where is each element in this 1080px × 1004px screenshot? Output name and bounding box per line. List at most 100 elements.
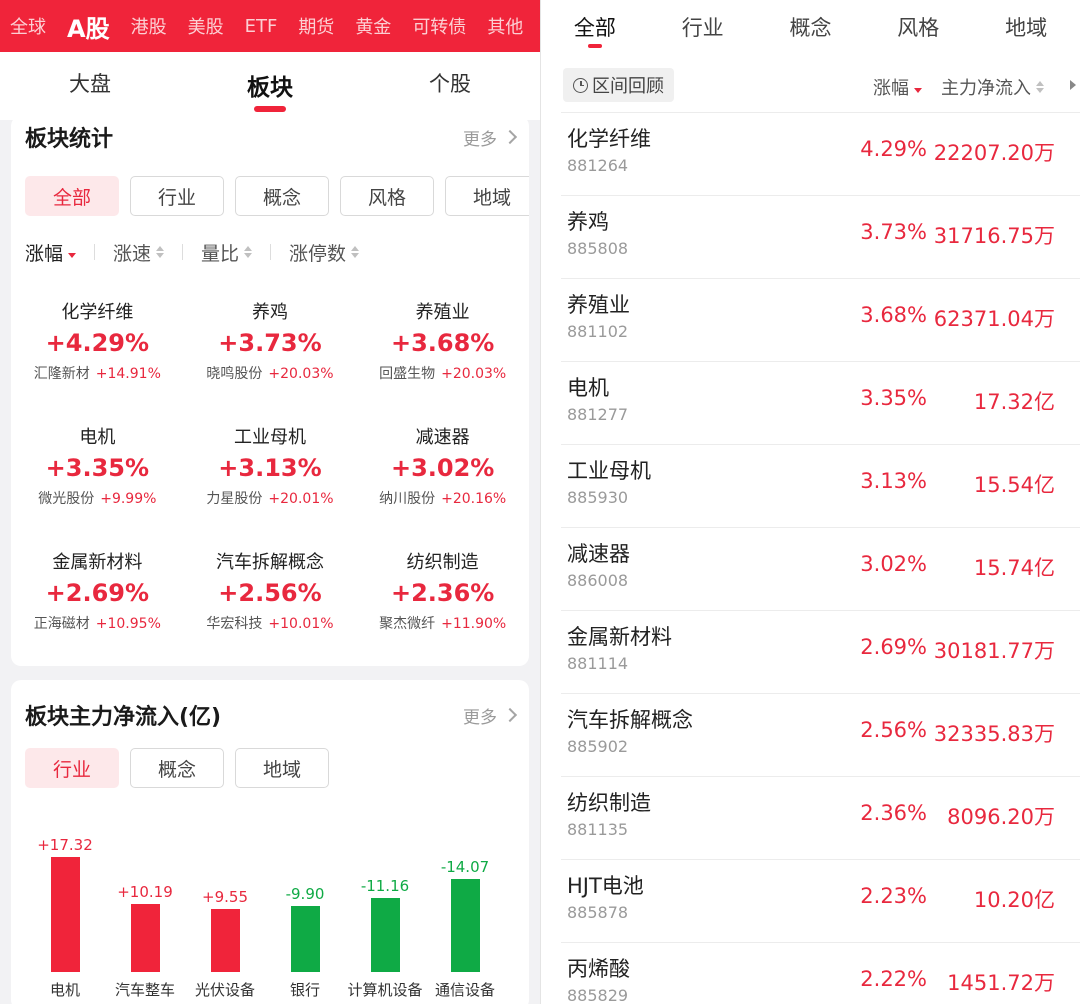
sector-row[interactable]: 养鸡 885808 3.73% 31716.75万 <box>561 195 1080 278</box>
sector-net-inflow: 17.32亿 <box>973 390 1055 414</box>
scroll-columns-icon[interactable] <box>1070 80 1076 90</box>
sort-options: 涨幅 涨速 量比 涨停数 <box>11 232 529 272</box>
leading-stock: 汇隆新材 +14.91% <box>11 363 184 383</box>
chart-bar-group[interactable]: +10.19 <box>105 883 185 972</box>
sector-change: +2.36% <box>390 579 495 607</box>
sector-grid: 化学纤维 +4.29% 汇隆新材 +14.91% 养鸡 +3.73% 晓鸣股份 +20.03%… <box>11 286 529 661</box>
market-tab-a-share[interactable]: A股 <box>67 14 110 43</box>
sector-change: 3.68% <box>860 303 927 327</box>
tab-style[interactable]: 风格 <box>897 16 940 40</box>
sector-code: 885930 <box>567 488 629 507</box>
bar <box>130 904 160 972</box>
filter-chip-all[interactable]: 全部 <box>25 176 119 216</box>
sector-row[interactable]: 化学纤维 881264 4.29% 22207.20万 <box>561 112 1080 195</box>
chart-bar-group[interactable]: -9.90 <box>265 885 345 972</box>
sector-stats-more-link[interactable]: 更多 <box>463 125 518 150</box>
sector-net-inflow: 31716.75万 <box>933 224 1055 248</box>
leading-stock-change: +10.01% <box>268 616 334 632</box>
leading-stock: 纳川股份 +20.16% <box>356 488 529 508</box>
sort-speed[interactable]: 涨速 <box>113 239 165 266</box>
tab-sectors[interactable]: 板块 <box>180 68 360 114</box>
filter-chip-region[interactable]: 地域 <box>235 748 329 788</box>
market-tab-etf[interactable]: ETF <box>244 15 278 37</box>
filter-chip-concept[interactable]: 概念 <box>130 748 224 788</box>
sector-row[interactable]: 工业母机 885930 3.13% 15.54亿 <box>561 444 1080 527</box>
sector-code: 881135 <box>567 820 629 839</box>
sector-row[interactable]: 汽车拆解概念 885902 2.56% 32335.83万 <box>561 693 1080 776</box>
column-header-net-inflow[interactable]: 主力净流入 <box>941 74 1044 100</box>
market-tab-futures[interactable]: 期货 <box>298 17 335 38</box>
sort-icon <box>156 246 165 258</box>
bar-category-label: 银行 <box>289 981 320 999</box>
sector-name: 金属新材料 <box>567 625 672 649</box>
sector-list-panel: 全部 行业 概念 风格 地域 区间回顾 涨幅 主力净流入 化学纤维 881264 4… <box>540 0 1080 1004</box>
filter-chip-concept[interactable]: 概念 <box>235 176 329 216</box>
tab-stocks[interactable]: 个股 <box>429 72 471 96</box>
market-tab-us[interactable]: 美股 <box>187 17 224 38</box>
sector-name: 金属新材料 <box>52 552 143 573</box>
sector-stat-cell[interactable]: 减速器 +3.02% 纳川股份 +20.16% <box>356 411 529 536</box>
sort-volume-ratio[interactable]: 量比 <box>201 239 253 266</box>
sort-limit-up-count[interactable]: 涨停数 <box>289 239 360 266</box>
market-tab-convertible[interactable]: 可转债 <box>412 17 467 38</box>
sector-name: 电机 <box>567 376 609 400</box>
column-label: 主力净流入 <box>941 78 1031 99</box>
leading-stock-change: +20.01% <box>268 491 334 507</box>
filter-chip-region[interactable]: 地域 <box>445 176 529 216</box>
market-tab-global[interactable]: 全球 <box>10 17 46 38</box>
net-inflow-header: 板块主力净流入(亿) 更多 <box>11 694 529 736</box>
sector-row[interactable]: 养殖业 881102 3.68% 62371.04万 <box>561 278 1080 361</box>
tab-market[interactable]: 大盘 <box>69 72 111 96</box>
sector-row[interactable]: 减速器 886008 3.02% 15.74亿 <box>561 527 1080 610</box>
sector-row[interactable]: 电机 881277 3.35% 17.32亿 <box>561 361 1080 444</box>
net-inflow-more-link[interactable]: 更多 <box>463 703 518 728</box>
sector-row[interactable]: 金属新材料 881114 2.69% 30181.77万 <box>561 610 1080 693</box>
market-tab-gold[interactable]: 黄金 <box>355 17 392 38</box>
filter-chip-style[interactable]: 风格 <box>340 176 434 216</box>
leading-stock: 回盛生物 +20.03% <box>356 363 529 383</box>
market-tab-hk[interactable]: 港股 <box>130 17 167 38</box>
tab-region[interactable]: 地域 <box>1005 16 1048 40</box>
market-tab-other[interactable]: 其他 <box>487 17 524 38</box>
market-tab-bar: 全球 A股 港股 美股 ETF 期货 黄金 可转债 其他 <box>0 0 540 52</box>
range-review-button[interactable]: 区间回顾 <box>563 68 674 102</box>
sector-change: 3.73% <box>860 220 927 244</box>
sector-stat-cell[interactable]: 养殖业 +3.68% 回盛生物 +20.03% <box>356 286 529 411</box>
sector-stat-cell[interactable]: 工业母机 +3.13% 力星股份 +20.01% <box>184 411 357 536</box>
leading-stock-change: +20.16% <box>441 491 507 507</box>
clock-icon <box>573 77 588 93</box>
sort-label: 涨停数 <box>289 242 347 265</box>
leading-stock-name: 汇隆新材 <box>33 366 90 382</box>
sort-icon <box>351 246 360 258</box>
filter-chip-industry[interactable]: 行业 <box>25 748 119 788</box>
tab-industry[interactable]: 行业 <box>681 16 724 40</box>
sector-net-inflow: 8096.20万 <box>947 805 1055 829</box>
tab-all[interactable]: 全部 <box>541 0 649 60</box>
sector-change: 3.02% <box>860 552 927 576</box>
sector-net-inflow: 32335.83万 <box>933 722 1055 746</box>
bar <box>370 898 400 972</box>
chart-bar-group[interactable]: -11.16 <box>345 877 425 972</box>
chart-bar-group[interactable]: -14.07 <box>425 858 505 972</box>
chart-bar-group[interactable]: +9.55 <box>185 888 265 972</box>
column-header-change[interactable]: 涨幅 <box>873 74 922 100</box>
sector-name: 养殖业 <box>415 302 470 323</box>
sector-stat-cell[interactable]: 纺织制造 +2.36% 聚杰微纤 +11.90% <box>356 536 529 661</box>
sort-desc-icon <box>68 246 77 258</box>
sort-change[interactable]: 涨幅 <box>25 239 77 266</box>
sector-stat-cell[interactable]: 金属新材料 +2.69% 正海磁材 +10.95% <box>11 536 184 661</box>
sector-row[interactable]: 丙烯酸 885829 2.22% 1451.72万 <box>561 942 1080 1004</box>
sector-name: 养鸡 <box>251 302 288 323</box>
sector-row[interactable]: 纺织制造 881135 2.36% 8096.20万 <box>561 776 1080 859</box>
bar-value-label: +10.19 <box>117 883 173 901</box>
tab-concept[interactable]: 概念 <box>789 16 832 40</box>
sector-stat-cell[interactable]: 化学纤维 +4.29% 汇隆新材 +14.91% <box>11 286 184 411</box>
sector-stat-cell[interactable]: 电机 +3.35% 微光股份 +9.99% <box>11 411 184 536</box>
sector-row[interactable]: HJT电池 885878 2.23% 10.20亿 <box>561 859 1080 942</box>
sector-stat-cell[interactable]: 养鸡 +3.73% 晓鸣股份 +20.03% <box>184 286 357 411</box>
chart-bar-group[interactable]: +17.32 <box>25 836 105 972</box>
sector-name: 汽车拆解概念 <box>215 552 324 573</box>
sector-stat-cell[interactable]: 汽车拆解概念 +2.56% 华宏科技 +10.01% <box>184 536 357 661</box>
filter-chip-industry[interactable]: 行业 <box>130 176 224 216</box>
